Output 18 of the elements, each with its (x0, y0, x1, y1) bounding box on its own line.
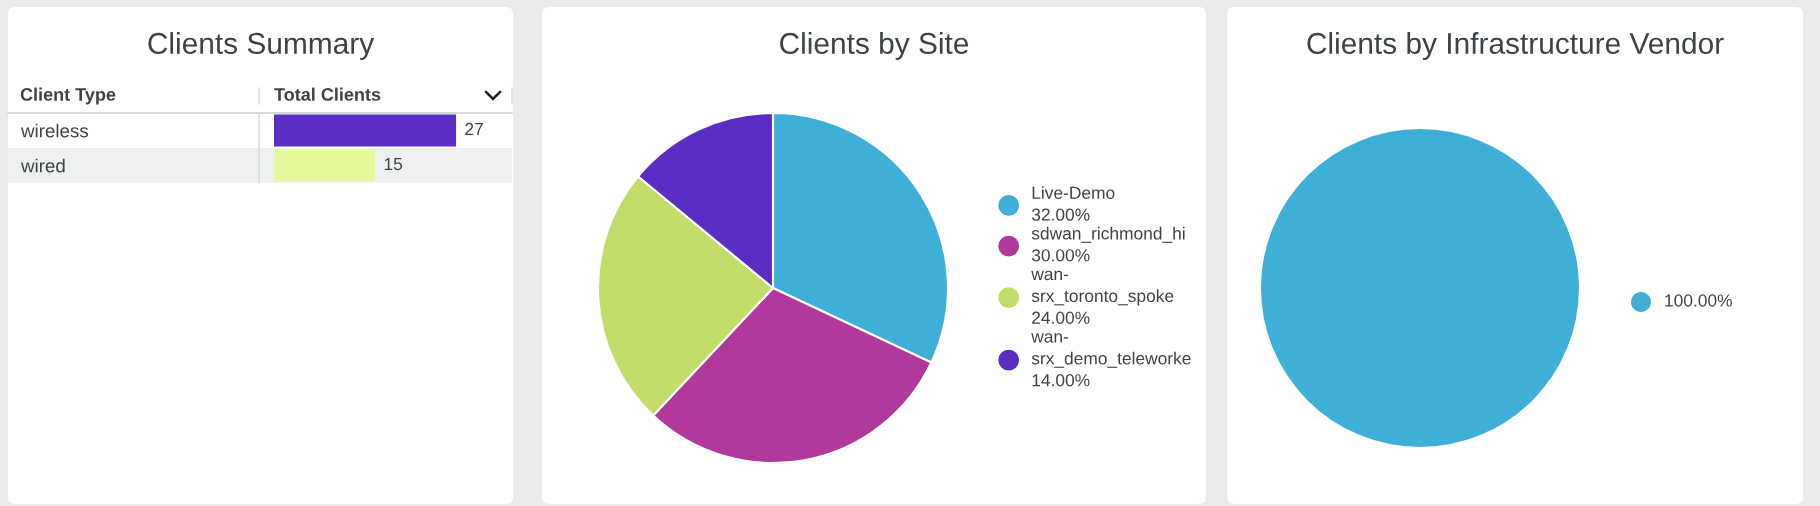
x-axis-title: Total Clients (274, 87, 381, 101)
chart-title: Clients by Site (780, 32, 969, 60)
legend-label: sdwan_richmond_hi (1031, 226, 1185, 243)
data-label: 30.00% (1031, 249, 1090, 262)
data-label: 15 (384, 158, 403, 171)
legend-label: wan-srx_demo_teleworke (1031, 333, 1191, 368)
data-label: 27 (465, 122, 483, 135)
y-tick-label: wireless (20, 123, 89, 138)
y-tick-label: wired (20, 158, 65, 173)
slice-label: Live-Demo (1032, 186, 1115, 199)
chart-title: Clients Summary (148, 32, 375, 60)
chart-title: Clients by Infrastructure Vendor (1307, 32, 1724, 60)
legend-label: wan-srx_toronto_spoke (1031, 270, 1174, 306)
data-label: 24.00% (1032, 311, 1090, 324)
data-label: 14.00% (1032, 374, 1090, 387)
data-label: 100.00% (1665, 294, 1732, 307)
data-label: 32.00% (1031, 208, 1090, 221)
y-axis-title: Client Type (20, 87, 116, 105)
